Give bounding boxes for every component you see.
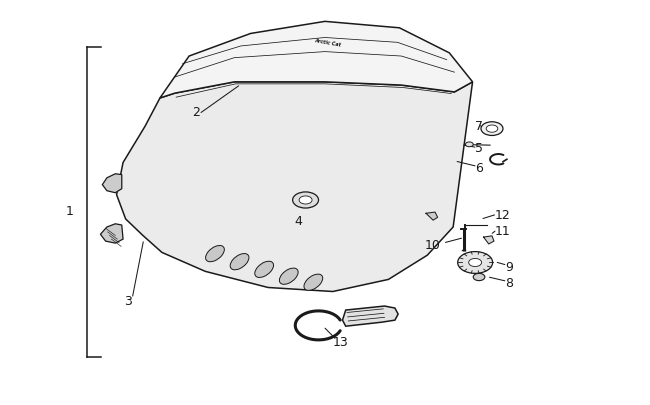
Ellipse shape [205,246,224,262]
Text: 1: 1 [66,204,74,217]
Text: 11: 11 [495,224,510,237]
Polygon shape [102,174,122,193]
Text: 12: 12 [495,209,510,222]
Polygon shape [343,306,398,326]
Ellipse shape [304,275,322,291]
Circle shape [469,259,482,267]
Polygon shape [484,236,494,244]
Circle shape [292,192,318,209]
Text: 9: 9 [505,260,513,273]
Text: 13: 13 [333,335,348,348]
Polygon shape [160,22,473,99]
Text: Arctic Cat: Arctic Cat [315,38,342,47]
Text: 10: 10 [424,238,440,251]
Circle shape [481,122,503,136]
Circle shape [299,196,312,205]
Ellipse shape [255,262,274,278]
Text: 6: 6 [475,162,483,175]
Polygon shape [116,83,473,292]
Ellipse shape [230,254,249,270]
Text: 7: 7 [475,119,483,132]
Circle shape [473,274,485,281]
Text: 8: 8 [505,277,513,290]
Text: 4: 4 [294,214,302,227]
Circle shape [486,126,498,133]
Text: 2: 2 [192,106,200,119]
Text: 5: 5 [475,142,483,155]
Text: 3: 3 [124,294,132,307]
Polygon shape [100,224,123,243]
Circle shape [458,252,493,274]
Circle shape [465,143,473,147]
Ellipse shape [280,269,298,285]
Polygon shape [426,213,437,221]
